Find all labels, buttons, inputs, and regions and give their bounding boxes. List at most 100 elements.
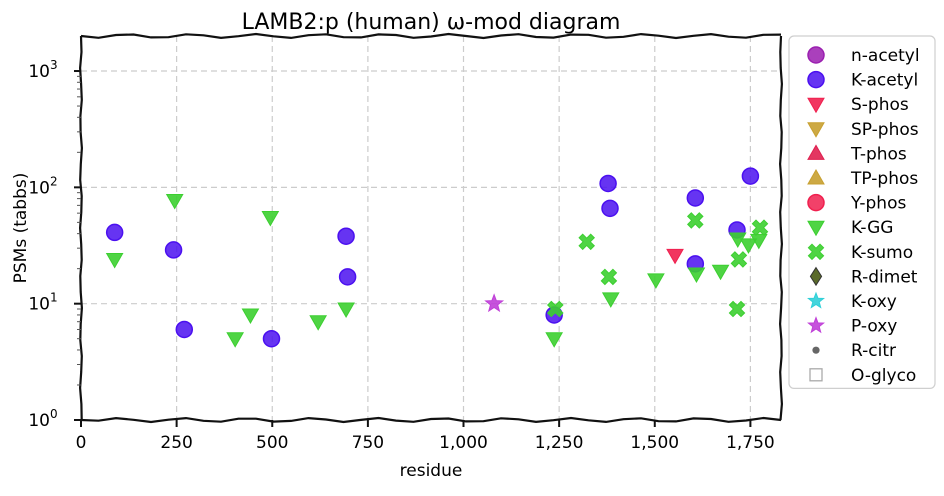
- legend-marker: [807, 122, 825, 138]
- legend-box: [788, 35, 936, 389]
- legend-marker: [809, 266, 823, 287]
- legend-entry: K-oxy: [807, 291, 897, 312]
- legend-marker: [807, 193, 825, 212]
- point-k-sumo: [578, 233, 596, 251]
- axis-spine: [80, 416, 782, 424]
- point-p-oxy: [484, 293, 505, 313]
- legend-label: SP-phos: [851, 120, 919, 140]
- axis-spine: [80, 32, 782, 40]
- point-k-gg: [711, 264, 730, 281]
- legend-label: n-acetyl: [851, 46, 920, 66]
- legend-marker: [807, 70, 825, 89]
- legend-entry: K-sumo: [807, 243, 913, 263]
- legend-label: Y-phos: [850, 194, 906, 214]
- legend-marker: [809, 368, 823, 382]
- x-tick-label: 750: [352, 433, 384, 453]
- legend-entry: P-oxy: [807, 316, 897, 337]
- data-points: [105, 167, 769, 348]
- point-k-acetyl: [175, 320, 194, 339]
- y-tick-label: 101: [28, 291, 57, 315]
- point-k-acetyl: [686, 189, 705, 207]
- axis-spine: [778, 35, 784, 421]
- point-s-phos: [666, 248, 684, 265]
- legend-entry: T-phos: [807, 144, 907, 164]
- legend-entry: TP-phos: [807, 168, 918, 189]
- point-k-acetyl: [599, 174, 617, 193]
- legend-label: K-oxy: [851, 292, 897, 312]
- plot-frame: [78, 32, 784, 424]
- x-tick-label: 1,000: [439, 433, 488, 453]
- x-axis-label: residue: [400, 461, 463, 481]
- legend-label: TP-phos: [850, 169, 918, 189]
- chart-title: LAMB2:p (human) ω-mod diagram: [242, 10, 621, 35]
- legend-entry: O-glyco: [809, 366, 916, 386]
- point-k-gg: [241, 308, 260, 324]
- legend-label: K-acetyl: [851, 71, 918, 91]
- point-k-sumo: [728, 300, 746, 318]
- legend-marker: [812, 346, 820, 354]
- y-tick-label: 103: [28, 58, 57, 82]
- x-tick-label: 1,500: [630, 433, 679, 453]
- legend-entry: K-acetyl: [807, 70, 918, 91]
- point-k-acetyl: [601, 199, 619, 218]
- legend-label: R-dimet: [851, 267, 918, 287]
- point-k-gg: [739, 238, 758, 254]
- legend-marker: [807, 46, 825, 64]
- point-k-sumo: [546, 300, 564, 318]
- point-k-acetyl: [337, 227, 355, 245]
- point-k-acetyl: [338, 268, 357, 286]
- axis-spine: [78, 35, 84, 421]
- legend-entry: n-acetyl: [807, 46, 920, 66]
- legend-label: T-phos: [850, 144, 907, 164]
- grid: [81, 36, 781, 420]
- point-k-gg: [545, 332, 564, 348]
- legend-marker: [807, 97, 825, 114]
- legend-marker: [807, 291, 825, 309]
- x-tick-label: 500: [256, 433, 288, 453]
- point-k-gg: [647, 273, 665, 289]
- legend-entry: R-dimet: [809, 266, 918, 287]
- point-k-gg: [226, 332, 245, 348]
- legend-marker: [807, 168, 825, 185]
- point-k-acetyl: [164, 241, 183, 259]
- legend-label: O-glyco: [851, 366, 916, 386]
- legend-label: S-phos: [851, 95, 909, 115]
- y-tick-label: 100: [28, 407, 57, 431]
- legend-marker: [807, 144, 825, 160]
- axis-ticks: 0 250 500 750 1,000 1,250 1,500 1,750 100 101 102 1…: [28, 58, 774, 453]
- legend-marker: [807, 243, 825, 261]
- point-k-sumo: [751, 219, 769, 237]
- y-tick-label: 102: [28, 174, 57, 198]
- y-axis-label: PSMs (tabbs): [11, 173, 31, 284]
- point-k-gg: [261, 211, 280, 227]
- point-k-gg: [601, 292, 620, 308]
- point-k-gg: [687, 267, 706, 283]
- legend-entry: Y-phos: [807, 193, 906, 214]
- legend-entry: S-phos: [807, 95, 909, 115]
- point-k-gg: [309, 315, 328, 331]
- point-k-gg: [749, 233, 768, 250]
- point-k-sumo: [730, 251, 748, 268]
- point-k-gg: [337, 302, 355, 319]
- legend-entry: R-citr: [812, 341, 896, 361]
- x-tick-label: 250: [160, 433, 192, 453]
- point-k-gg: [165, 194, 184, 210]
- point-k-sumo: [600, 268, 618, 286]
- legend-entry: K-GG: [807, 218, 893, 238]
- legend-label: R-citr: [851, 341, 896, 361]
- legend-marker: [807, 220, 825, 237]
- x-tick-label: 0: [76, 433, 87, 453]
- x-tick-label: 1,750: [726, 433, 775, 453]
- x-tick-label: 1,250: [535, 433, 584, 453]
- point-k-gg: [105, 252, 124, 269]
- legend-marker: [807, 316, 825, 334]
- legend-label: K-sumo: [851, 243, 913, 263]
- legend-label: K-GG: [851, 218, 893, 238]
- legend-entry: SP-phos: [807, 120, 919, 140]
- point-k-acetyl: [741, 167, 760, 185]
- point-k-acetyl: [262, 329, 281, 348]
- legend-label: P-oxy: [851, 317, 897, 337]
- point-k-sumo: [686, 212, 704, 229]
